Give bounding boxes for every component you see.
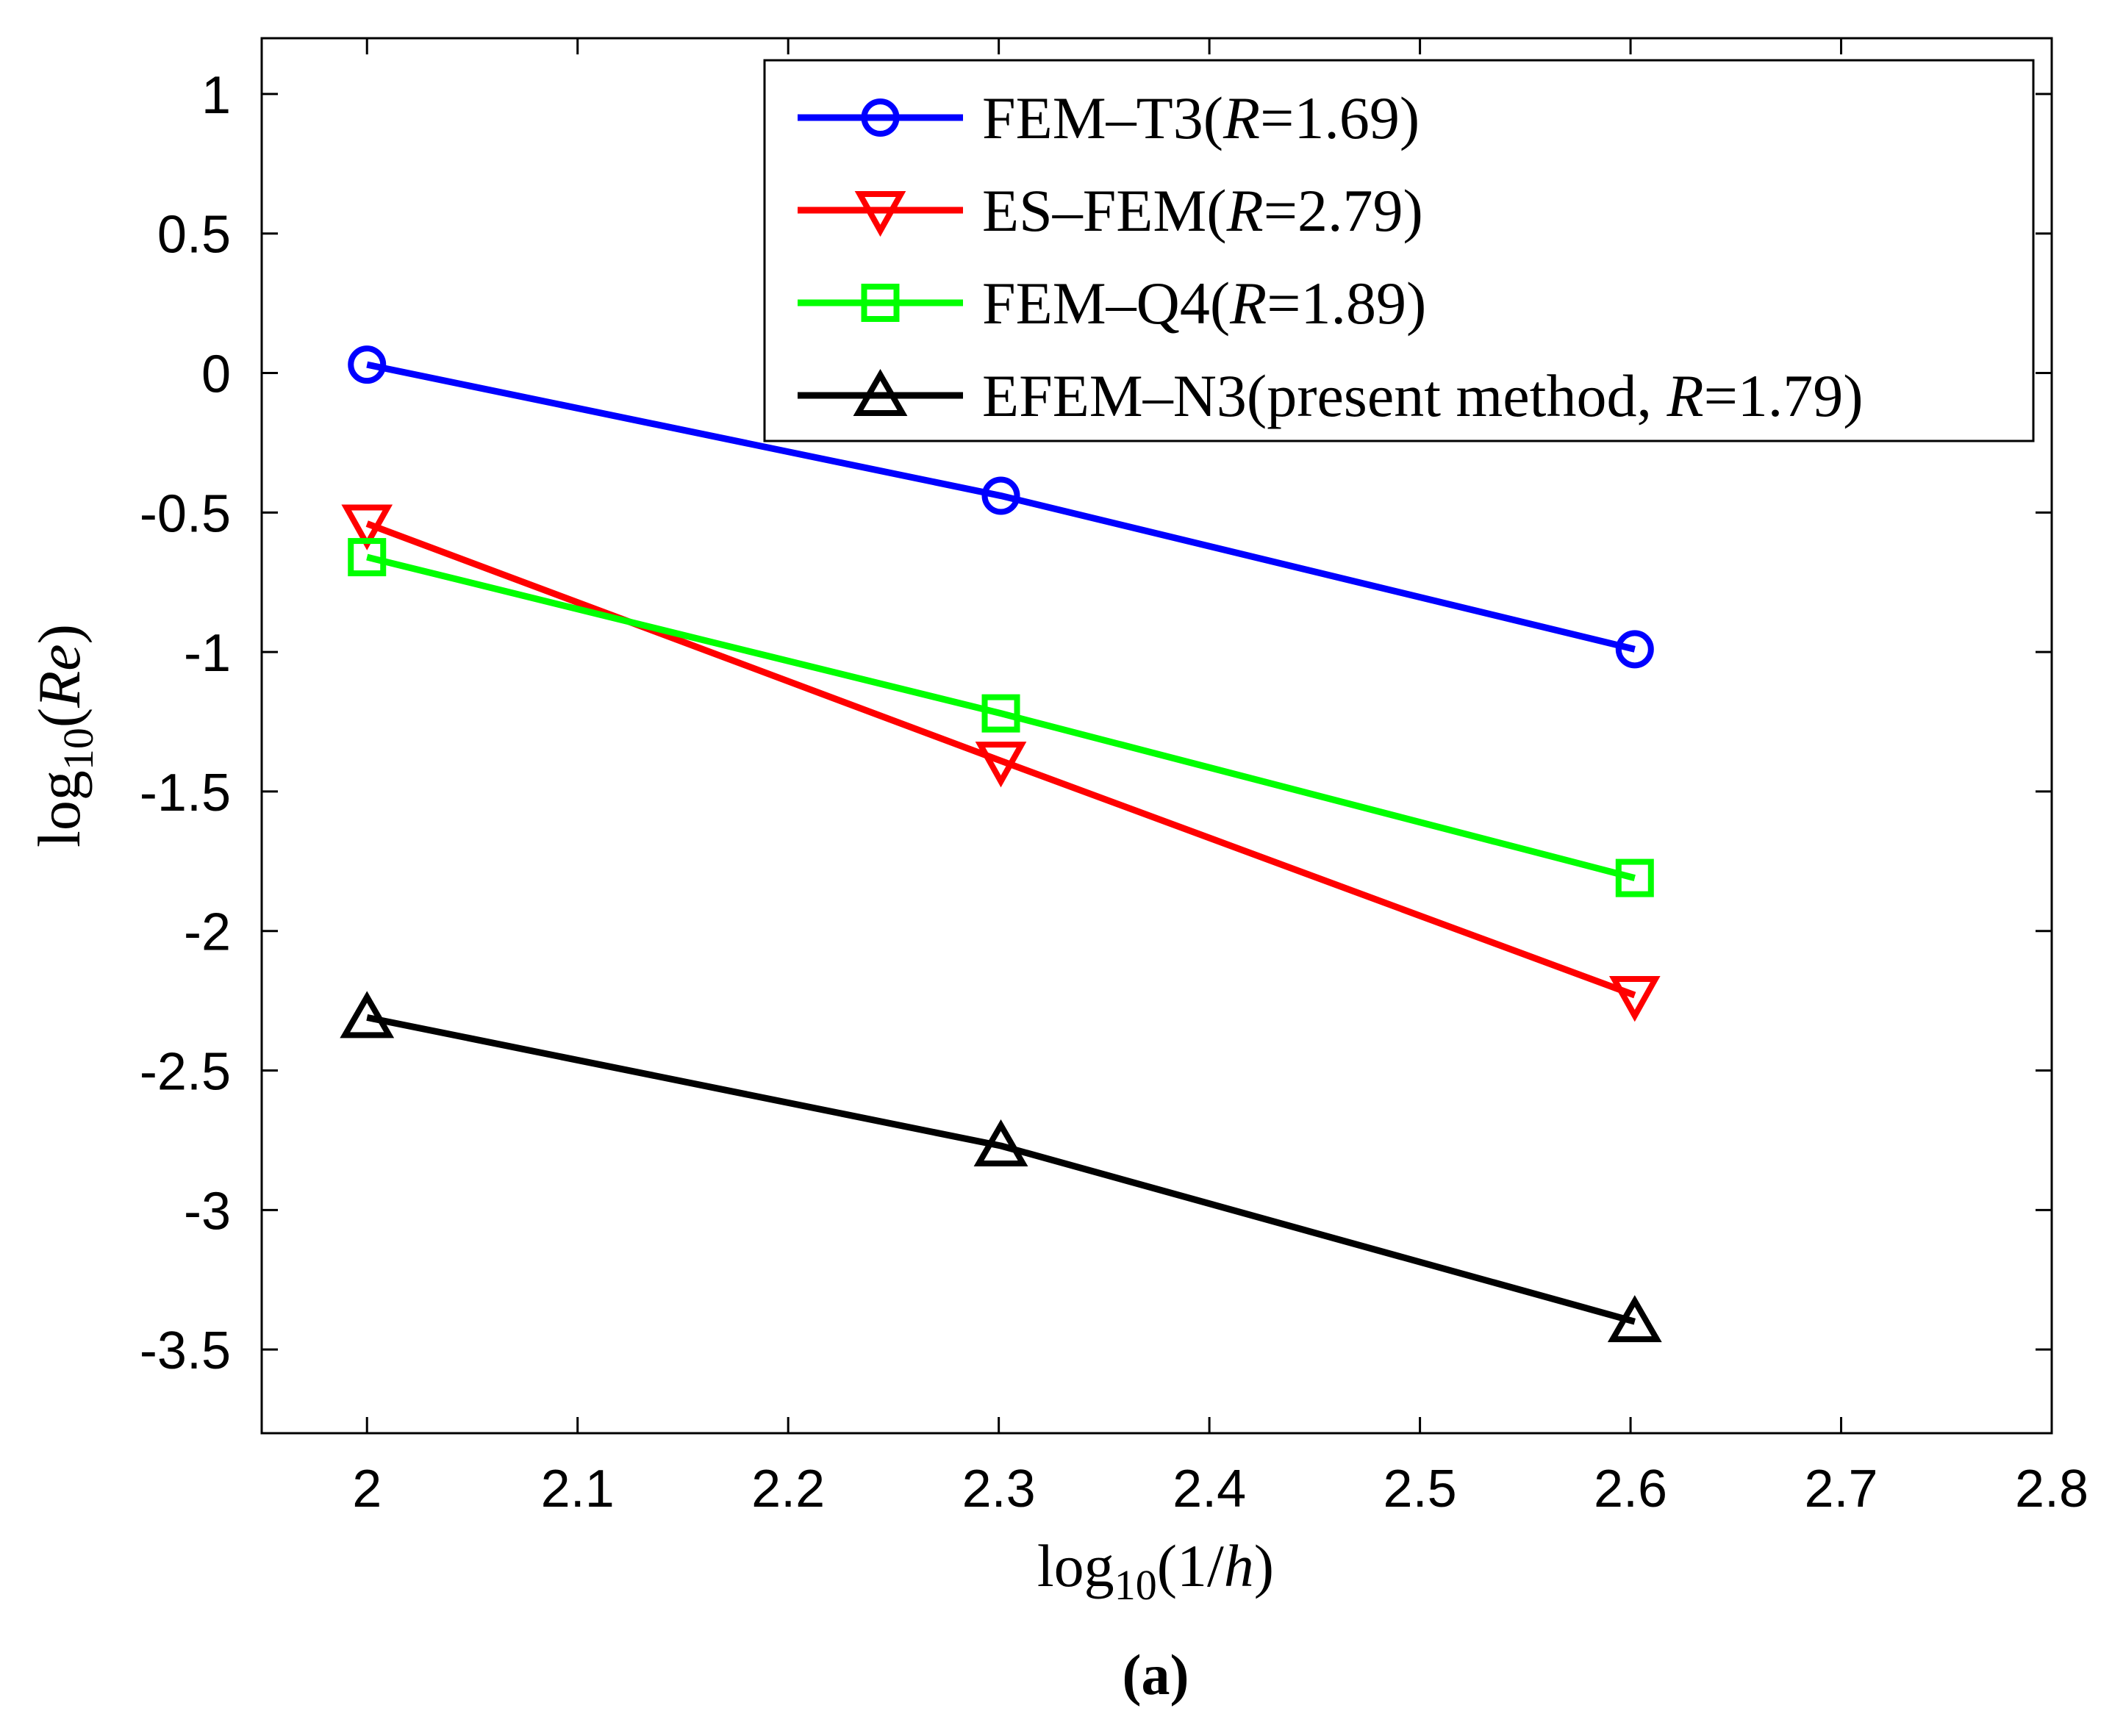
legend-entry: EFEM–N3(present method, R=1.79) — [798, 362, 1864, 429]
series-EFEM–N3 — [340, 991, 1662, 1343]
series-line — [366, 361, 1636, 653]
x-axis-label: log10(1/h) — [1037, 1532, 1274, 1609]
y-axis-label-subscript: 10 — [54, 728, 102, 770]
y-tick-label: 0.5 — [157, 206, 231, 265]
data-point — [981, 694, 1020, 733]
legend-swatch-marker — [853, 368, 908, 416]
series-FEM–Q4 — [348, 538, 1654, 897]
x-tick-label: 2.5 — [1383, 1460, 1457, 1518]
data-point — [341, 504, 393, 550]
legend-entry: FEM–T3(R=1.69) — [798, 85, 1420, 151]
y-axis: 1 0.5 0 -0.5 -1 -1.5 -2 -2.5 -3 -3.5 — [140, 66, 2052, 1380]
y-axis-label-log: log — [26, 770, 93, 847]
x-tick-label: 2.7 — [1804, 1460, 1877, 1518]
data-point — [1615, 630, 1654, 669]
y-tick-label: 0 — [201, 345, 231, 404]
series-ES–FEM — [341, 504, 1661, 1022]
legend-label: EFEM–N3(present method, R=1.79) — [982, 362, 1864, 429]
x-axis-label-open: (1/ — [1157, 1532, 1224, 1599]
data-point — [340, 991, 395, 1039]
series-layer — [340, 345, 1662, 1343]
x-tick-label: 2.3 — [962, 1460, 1036, 1518]
legend-label: FEM–T3(R=1.69) — [982, 85, 1420, 151]
legend-box — [763, 59, 2035, 442]
y-tick-label: -1.5 — [140, 764, 231, 822]
figure-caption: (a) — [1123, 1643, 1189, 1707]
legend-swatch-marker — [854, 191, 906, 237]
legend-label: FEM–Q4(R=1.89) — [982, 270, 1426, 337]
data-point — [1608, 976, 1661, 1022]
plot-area: 2 2.1 2.2 2.3 2.4 2.5 2.6 2.7 2.8 1 0.5 0 -0.5 -1 -1.… — [140, 37, 2088, 1518]
legend-swatch-marker — [861, 98, 900, 137]
y-tick-label: 1 — [201, 66, 231, 125]
legend-entry: FEM–Q4(R=1.89) — [798, 270, 1426, 337]
x-axis-label-log: log — [1037, 1532, 1114, 1599]
y-tick-label: -1 — [184, 624, 231, 683]
series-line — [366, 553, 1636, 881]
legend-entry: ES–FEM(R=2.79) — [798, 177, 1423, 244]
x-tick-label: 2.6 — [1594, 1460, 1667, 1518]
data-point — [348, 538, 387, 577]
y-axis-label-close: ) — [26, 624, 93, 644]
data-point — [973, 1119, 1028, 1167]
x-tick-label: 2 — [352, 1460, 382, 1518]
data-point — [1615, 858, 1654, 897]
y-tick-label: -0.5 — [140, 484, 231, 543]
legend-label: ES–FEM(R=2.79) — [982, 177, 1423, 244]
x-tick-label: 2.2 — [751, 1460, 825, 1518]
data-point — [1607, 1295, 1662, 1343]
legend-swatch-marker — [861, 284, 900, 322]
x-axis-label-subscript: 10 — [1114, 1561, 1157, 1609]
x-tick-label: 2.4 — [1173, 1460, 1246, 1518]
y-tick-label: -3 — [184, 1182, 231, 1241]
series-line — [366, 1014, 1636, 1325]
x-axis-label-close: ) — [1254, 1532, 1274, 1599]
legend: FEM–T3(R=1.69) ES–FEM(R=2.79) FEM–Q4(R=1.8… — [763, 59, 2035, 442]
x-axis: 2 2.1 2.2 2.3 2.4 2.5 2.6 2.7 2.8 — [352, 38, 2088, 1518]
y-axis-label-variable: Re — [26, 644, 93, 708]
y-tick-label: -2 — [184, 903, 231, 962]
y-axis-label-open: ( — [26, 708, 93, 728]
y-tick-label: -2.5 — [140, 1043, 231, 1102]
data-point — [348, 345, 387, 384]
data-point — [981, 476, 1020, 515]
plot-frame — [260, 37, 2053, 1435]
x-tick-label: 2.1 — [541, 1460, 615, 1518]
x-axis-label-variable: h — [1224, 1532, 1254, 1599]
y-tick-label: -3.5 — [140, 1321, 231, 1380]
x-tick-label: 2.8 — [2015, 1460, 2088, 1518]
data-point — [975, 742, 1027, 788]
y-axis-label: log10(Re) — [26, 624, 102, 847]
series-FEM–T3 — [348, 345, 1654, 669]
series-line — [365, 520, 1636, 999]
